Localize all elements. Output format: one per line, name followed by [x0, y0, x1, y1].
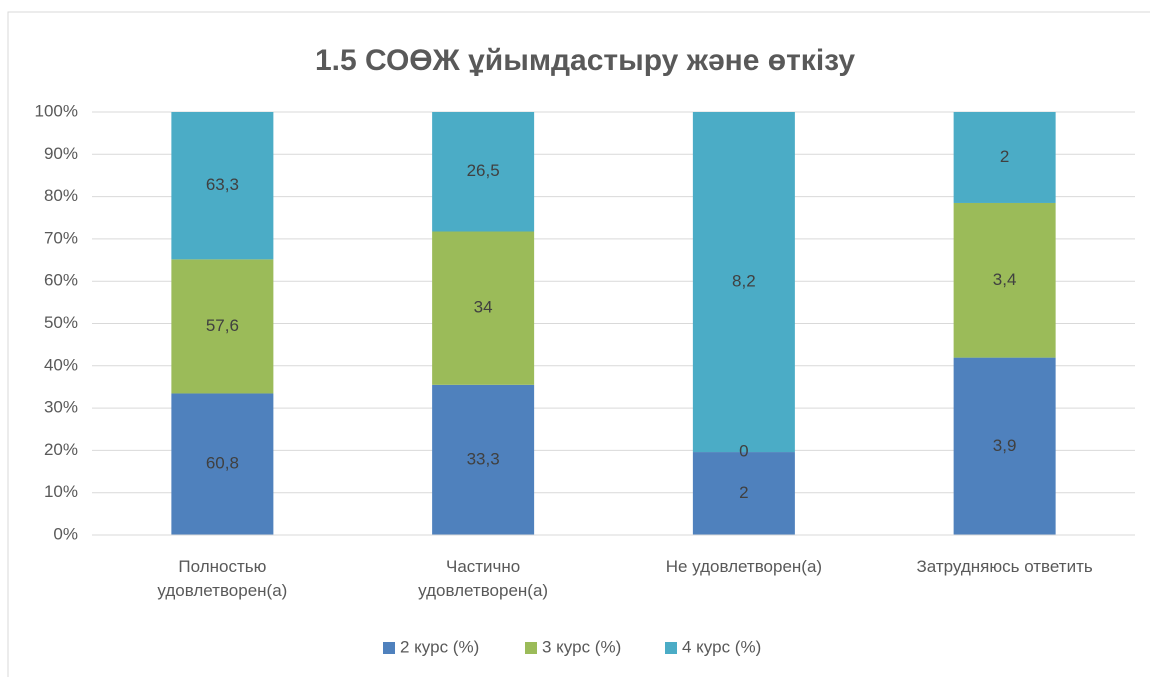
bar-segment [692, 452, 795, 535]
legend-label: 4 курс (%) [682, 637, 761, 656]
x-tick-label: Не удовлетворен(а) [665, 557, 823, 576]
y-tick-label: 30% [44, 398, 78, 417]
value-label: 2 [739, 483, 748, 502]
value-label: 26,5 [467, 161, 500, 180]
x-tick-label: Затрудняюсь ответить [916, 557, 1093, 576]
y-tick-label: 0% [53, 524, 78, 543]
legend-swatch [383, 642, 395, 654]
bar-segment [953, 202, 1056, 358]
bar-segment [171, 259, 274, 394]
y-tick-label: 80% [44, 186, 78, 205]
value-label: 3,9 [993, 436, 1017, 455]
bar-segment [692, 112, 795, 453]
y-tick-label: 40% [44, 355, 78, 374]
y-tick-label: 20% [44, 440, 78, 459]
bar-segment [171, 112, 274, 260]
y-tick-label: 90% [44, 144, 78, 163]
chart-title: 1.5 СОӨЖ ұйымдастыру және өткізу [315, 44, 855, 77]
value-label: 63,3 [206, 175, 239, 194]
x-tick-label: Частично удовлетворен(а) [418, 557, 549, 600]
value-label: 2 [1000, 147, 1009, 166]
bar-segment [432, 384, 535, 535]
x-tick-label: Полностью удовлетворен(а) [157, 557, 288, 600]
bar-segment [171, 393, 274, 535]
value-label: 34 [474, 298, 493, 317]
value-label: 0 [739, 442, 748, 461]
value-label: 57,6 [206, 316, 239, 335]
y-tick-label: 10% [44, 482, 78, 501]
y-tick-label: 50% [44, 313, 78, 332]
bar-segment [432, 112, 535, 232]
y-tick-label: 60% [44, 271, 78, 290]
legend-swatch [665, 642, 677, 654]
value-label: 8,2 [732, 272, 756, 291]
chart-border [7, 11, 1150, 677]
bar-segment [953, 112, 1056, 203]
legend-label: 2 курс (%) [400, 637, 479, 656]
bar-segment [953, 357, 1056, 535]
legend-label: 3 курс (%) [542, 637, 621, 656]
bar-segment [432, 231, 535, 385]
y-tick-label: 100% [35, 101, 78, 120]
y-tick-label: 70% [44, 228, 78, 247]
legend-swatch [525, 642, 537, 654]
value-label: 3,4 [993, 270, 1017, 289]
value-label: 33,3 [467, 449, 500, 468]
value-label: 60,8 [206, 454, 239, 473]
